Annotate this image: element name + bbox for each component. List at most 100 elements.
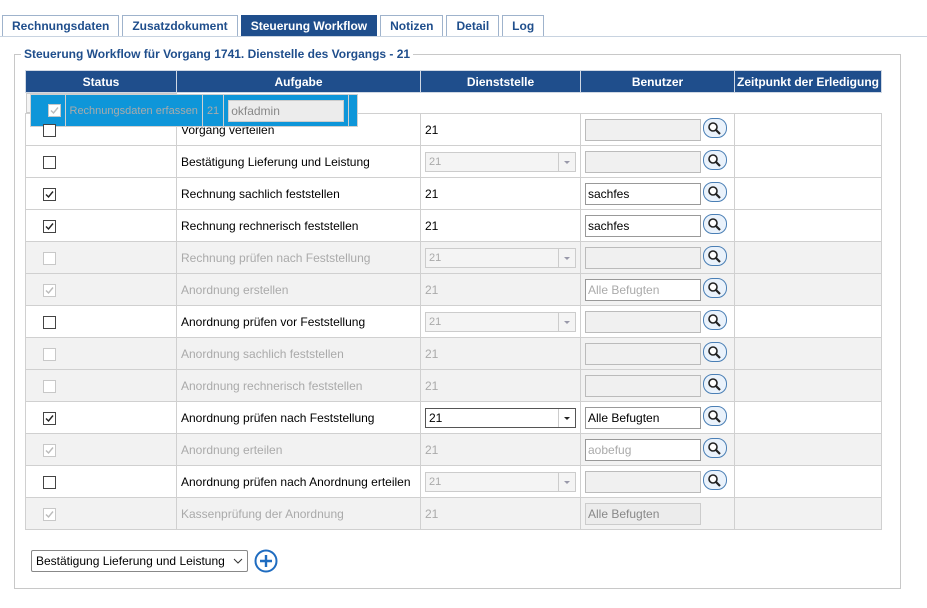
lookup-button[interactable] bbox=[703, 342, 727, 365]
task-cell: Anordnung sachlich feststellen bbox=[177, 338, 421, 370]
department-cell: 21 bbox=[421, 498, 581, 530]
user-input[interactable]: Alle Befugten bbox=[585, 279, 701, 301]
department-cell: 21 bbox=[421, 434, 581, 466]
user-input[interactable] bbox=[585, 471, 701, 493]
user-input[interactable]: sachfes bbox=[585, 183, 701, 205]
department-cell: 21 bbox=[421, 114, 581, 146]
lookup-button[interactable] bbox=[703, 374, 727, 397]
user-input[interactable] bbox=[585, 343, 701, 365]
department-value: 21 bbox=[429, 316, 441, 328]
dropdown-arrow bbox=[233, 558, 243, 564]
table-row: Kassenprüfung der Anordnung21Alle Befugt… bbox=[26, 498, 882, 530]
department-value: 21 bbox=[425, 123, 438, 137]
user-input[interactable]: Alle Befugten bbox=[585, 407, 701, 429]
completion-cell bbox=[735, 402, 882, 434]
user-cell bbox=[581, 114, 735, 146]
status-cell bbox=[26, 370, 177, 402]
department-cell: 21 bbox=[421, 242, 581, 274]
status-checkbox[interactable] bbox=[43, 156, 56, 169]
task-cell: Rechnung prüfen nach Feststellung bbox=[177, 242, 421, 274]
tab[interactable]: Detail bbox=[446, 15, 499, 37]
department-select: 21 bbox=[425, 472, 576, 492]
task-name: Anordnung prüfen nach Feststellung bbox=[181, 411, 374, 425]
user-cell bbox=[581, 146, 735, 178]
lookup-button[interactable] bbox=[703, 214, 727, 237]
lookup-button[interactable] bbox=[703, 182, 727, 205]
department-value: 21 bbox=[429, 411, 442, 425]
status-checkbox[interactable] bbox=[43, 476, 56, 489]
department-value: 21 bbox=[425, 443, 438, 457]
status-cell bbox=[26, 402, 177, 434]
tab-line bbox=[0, 36, 927, 37]
select-arrow bbox=[558, 313, 575, 331]
table-row: Rechnung prüfen nach Feststellung 21 bbox=[26, 242, 882, 274]
header-cell: Dienststelle bbox=[421, 71, 581, 93]
user-cell: sachfes bbox=[581, 178, 735, 210]
status-checkbox[interactable] bbox=[43, 412, 56, 425]
table-row: Anordnung erteilen21aobefug bbox=[26, 434, 882, 466]
task-cell: Anordnung prüfen vor Feststellung bbox=[177, 306, 421, 338]
department-value: 21 bbox=[425, 283, 438, 297]
status-cell bbox=[30, 95, 65, 127]
task-cell: Anordnung prüfen nach Anordnung erteilen bbox=[177, 466, 421, 498]
lookup-button[interactable] bbox=[703, 118, 727, 141]
table-row: Anordnung prüfen nach Feststellung 21 Alle… bbox=[26, 402, 882, 434]
user-input[interactable] bbox=[585, 375, 701, 397]
status-checkbox[interactable] bbox=[43, 316, 56, 329]
task-name: Rechnung prüfen nach Feststellung bbox=[181, 251, 370, 265]
user-input[interactable] bbox=[585, 151, 701, 173]
user-cell: aobefug bbox=[581, 434, 735, 466]
lookup-button[interactable] bbox=[703, 310, 727, 333]
status-checkbox[interactable] bbox=[43, 188, 56, 201]
completion-cell bbox=[735, 146, 882, 178]
completion-cell bbox=[735, 242, 882, 274]
completion-cell bbox=[735, 114, 882, 146]
task-name: Anordnung rechnerisch feststellen bbox=[181, 379, 362, 393]
department-value: 21 bbox=[425, 379, 438, 393]
add-button[interactable] bbox=[254, 549, 278, 573]
tab[interactable]: Notizen bbox=[380, 15, 443, 37]
header-cell: Benutzer bbox=[581, 71, 735, 93]
tab[interactable]: Zusatzdokument bbox=[122, 15, 237, 37]
status-checkbox bbox=[43, 252, 56, 265]
tab[interactable]: Rechnungsdaten bbox=[2, 15, 119, 37]
user-input[interactable] bbox=[585, 247, 701, 269]
status-cell bbox=[26, 274, 177, 306]
department-select[interactable]: 21 bbox=[425, 408, 576, 428]
task-name: Anordnung prüfen vor Feststellung bbox=[181, 315, 365, 329]
tab[interactable]: Log bbox=[502, 15, 544, 37]
select-arrow bbox=[558, 473, 575, 491]
task-cell: Anordnung rechnerisch feststellen bbox=[177, 370, 421, 402]
lookup-button[interactable] bbox=[703, 406, 727, 429]
lookup-button[interactable] bbox=[703, 470, 727, 493]
status-cell bbox=[26, 146, 177, 178]
header-cell: Aufgabe bbox=[177, 71, 421, 93]
status-cell bbox=[26, 338, 177, 370]
status-checkbox[interactable] bbox=[43, 124, 56, 137]
lookup-button[interactable] bbox=[703, 246, 727, 269]
user-input[interactable] bbox=[585, 119, 701, 141]
department-select: 21 bbox=[425, 152, 576, 172]
task-select[interactable]: Bestätigung Lieferung und Leistung bbox=[31, 550, 248, 572]
user-cell: sachfes bbox=[581, 210, 735, 242]
department-cell: 21 bbox=[421, 370, 581, 402]
status-cell bbox=[26, 434, 177, 466]
status-checkbox[interactable] bbox=[43, 220, 56, 233]
user-cell bbox=[581, 370, 735, 402]
user-input[interactable]: sachfes bbox=[585, 215, 701, 237]
user-cell bbox=[581, 338, 735, 370]
user-input[interactable] bbox=[585, 311, 701, 333]
lookup-button[interactable] bbox=[703, 150, 727, 173]
tab-active[interactable]: Steuerung Workflow bbox=[241, 15, 377, 37]
department-select: 21 bbox=[425, 312, 576, 332]
lookup-button[interactable] bbox=[703, 278, 727, 301]
header-cell: Zeitpunkt der Erledigung bbox=[735, 71, 882, 93]
task-cell: Bestätigung Lieferung und Leistung bbox=[177, 146, 421, 178]
add-task: Bestätigung Lieferung und Leistung bbox=[31, 549, 278, 573]
lookup-button[interactable] bbox=[703, 438, 727, 461]
user-input[interactable]: aobefug bbox=[585, 439, 701, 461]
status-checkbox bbox=[43, 284, 56, 297]
task-name: Kassenprüfung der Anordnung bbox=[181, 507, 344, 521]
department-value: 21 bbox=[425, 219, 438, 233]
